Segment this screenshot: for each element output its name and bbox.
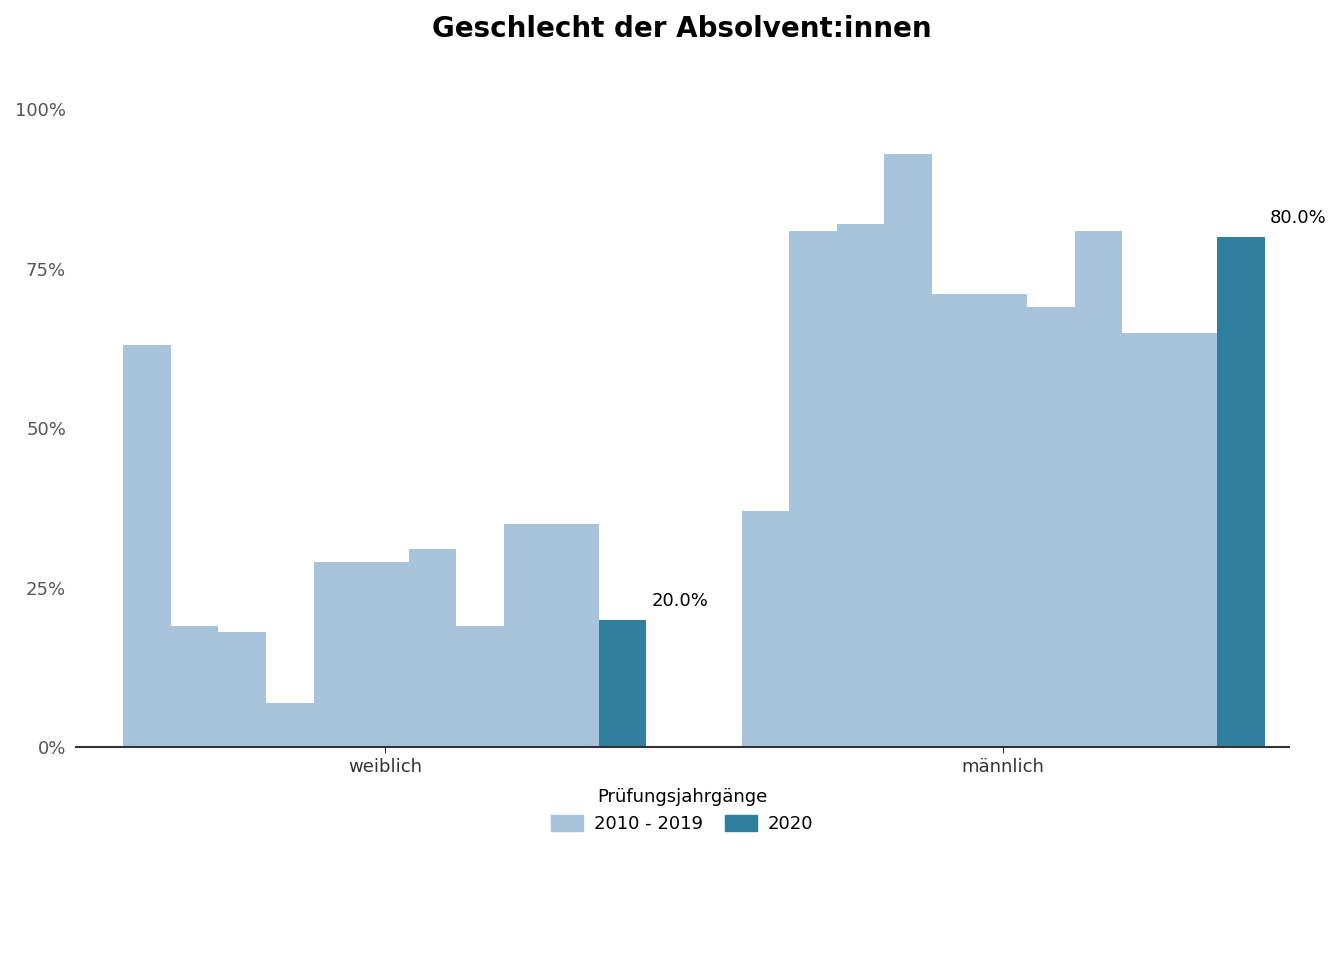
- Bar: [219, 633, 266, 747]
- Bar: [1075, 230, 1122, 747]
- Bar: [789, 230, 837, 747]
- Bar: [124, 346, 171, 747]
- Bar: [980, 295, 1027, 747]
- Bar: [1218, 237, 1265, 747]
- Bar: [931, 295, 980, 747]
- Bar: [171, 626, 219, 747]
- Bar: [313, 563, 362, 747]
- Bar: [1169, 332, 1218, 747]
- Bar: [456, 626, 504, 747]
- Bar: [551, 524, 599, 747]
- Bar: [884, 154, 931, 747]
- Bar: [362, 563, 409, 747]
- Bar: [1027, 307, 1075, 747]
- Bar: [837, 225, 884, 747]
- Text: 80.0%: 80.0%: [1270, 209, 1327, 228]
- Bar: [1122, 332, 1169, 747]
- Bar: [504, 524, 551, 747]
- Title: Geschlecht der Absolvent:innen: Geschlecht der Absolvent:innen: [433, 15, 931, 43]
- Bar: [409, 549, 456, 747]
- Bar: [266, 703, 313, 747]
- Bar: [599, 619, 646, 747]
- Bar: [742, 511, 789, 747]
- Legend: 2010 - 2019, 2020: 2010 - 2019, 2020: [543, 780, 821, 840]
- Text: 20.0%: 20.0%: [652, 592, 708, 610]
